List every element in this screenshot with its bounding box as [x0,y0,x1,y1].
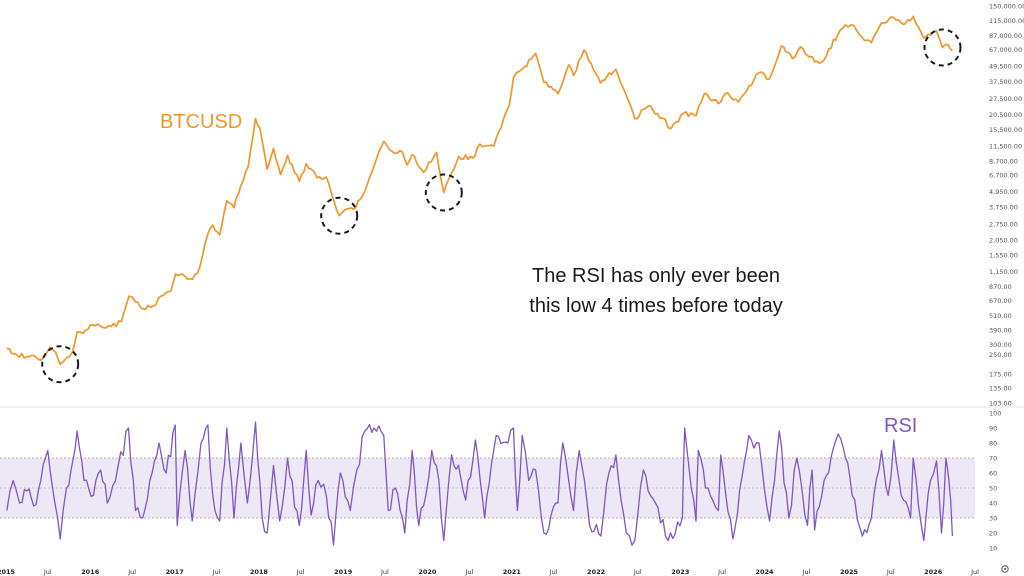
price-axis[interactable]: 150,000.00 115,000.00 87,000.00 67,000.00 49… [989,2,1024,407]
time-axis-tick-label: Jul [802,568,811,576]
btcusd-series-label: BTCUSD [160,111,242,133]
price-axis-tick-label: 67,000.00 [989,46,1022,54]
price-axis-tick-label: 27,500.00 [989,95,1022,103]
price-axis-tick-label: 250.00 [989,351,1012,359]
price-axis-tick-label: 11,500.00 [989,142,1022,150]
highlighted-low-circle [41,345,80,384]
time-axis-tick-label: Jul [717,568,726,576]
rsi-series-label: RSI [884,415,917,437]
time-axis-tick-label: 2024 [755,568,774,576]
time-axis-tick-label: 2023 [671,568,689,576]
time-axis-tick-label: Jul [296,568,305,576]
time-axis-tick-label: 2021 [503,568,522,576]
price-axis-tick-label: 1,150.00 [989,268,1018,276]
rsi-axis-tick-label: 80 [989,439,997,447]
price-axis-tick-label: 49,500.00 [989,63,1022,71]
time-axis-tick-label: 2025 [840,568,859,576]
price-axis-tick-label: 175.00 [989,370,1012,378]
btcusd-price-line [6,15,953,366]
highlighted-low-circle [424,173,463,212]
annotation-line-2: this low 4 times before today [529,295,782,317]
rsi-axis-tick-label: 40 [989,499,997,507]
time-axis-tick-label: 2020 [418,568,437,576]
price-axis-tick-label: 8,700.00 [989,158,1018,166]
price-axis-tick-label: 15,500.00 [989,126,1022,134]
time-axis-tick-label: Jul [464,568,473,576]
time-axis-tick-label: Jul [633,568,642,576]
price-axis-tick-label: 20,500.00 [989,111,1022,119]
price-axis-tick-label: 2,050.00 [989,236,1018,244]
time-axis-tick-label: Jul [549,568,558,576]
time-axis-tick-label: 2017 [166,568,184,576]
price-axis-tick-label: 510.00 [989,312,1012,320]
time-axis-tick-label: Jul [212,568,221,576]
rsi-axis-tick-label: 90 [989,424,997,432]
rsi-axis-tick-label: 10 [989,544,997,552]
price-pane: BTCUSD The RSI has only ever been this l… [6,15,962,384]
highlighted-low-circle [923,28,962,67]
rsi-line [6,421,954,546]
time-axis-tick-label: Jul [127,568,136,576]
time-axis-tick-label: 2022 [587,568,605,576]
rsi-axis[interactable]: 100 90 80 70 60 50 40 30 20 10 [989,409,1001,552]
price-axis-tick-label: 870.00 [989,283,1012,291]
rsi-axis-tick-label: 60 [989,469,997,477]
rsi-axis-tick-label: 100 [989,409,1001,417]
time-axis-tick-label: 2016 [81,568,100,576]
annotation-line-1: The RSI has only ever been [532,265,780,287]
price-axis-tick-label: 135.00 [989,385,1012,393]
time-axis-tick-label: Jul [886,568,895,576]
price-axis-tick-label: 87,000.00 [989,32,1022,40]
price-axis-tick-label: 390.00 [989,327,1012,335]
price-axis-tick-label: 670.00 [989,297,1012,305]
rsi-axis-tick-label: 50 [989,484,997,492]
price-axis-tick-label: 115,000.00 [989,17,1024,25]
price-axis-tick-label: 2,750.00 [989,220,1018,228]
time-axis-tick-label: Jul [970,568,979,576]
price-axis-tick-label: 6,700.00 [989,172,1018,180]
price-axis-tick-label: 4,950.00 [989,188,1018,196]
time-axis[interactable]: 2015 Jul 2016 Jul 2017 Jul 2018 Jul 2019 Jul 2020 J… [0,568,979,576]
time-axis-tick-label: 2015 [0,568,16,576]
gear-icon[interactable] [1001,565,1009,573]
highlighted-low-circle [320,196,359,235]
highlighted-lows [41,28,962,384]
time-axis-tick-label: Jul [43,568,52,576]
price-axis-tick-label: 3,750.00 [989,203,1018,211]
price-axis-tick-label: 1,550.00 [989,252,1018,260]
time-axis-tick-label: Jul [380,568,389,576]
time-axis-tick-label: 2019 [334,568,353,576]
time-axis-tick-label: 2018 [250,568,269,576]
price-axis-tick-label: 103.00 [989,399,1012,407]
rsi-axis-tick-label: 30 [989,514,997,522]
rsi-axis-tick-label: 20 [989,529,997,537]
price-axis-tick-label: 37,500.00 [989,78,1022,86]
price-axis-tick-label: 150,000.00 [989,2,1024,10]
rsi-axis-tick-label: 70 [989,454,997,462]
time-axis-tick-label: 2026 [924,568,943,576]
rsi-pane: RSI [0,415,975,546]
price-axis-tick-label: 300.00 [989,341,1012,349]
